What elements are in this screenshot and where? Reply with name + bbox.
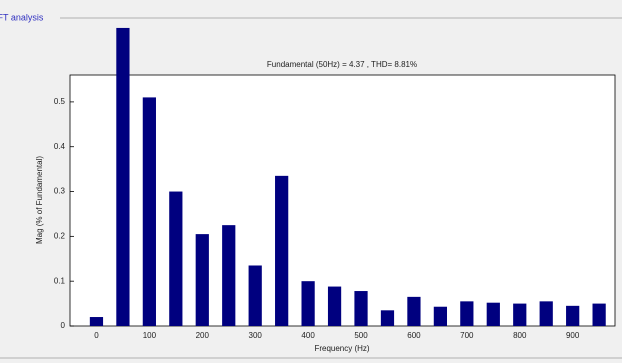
panel-title: FFT analysis — [0, 12, 44, 22]
bar — [142, 97, 156, 327]
bar — [566, 305, 580, 326]
x-tick-label: 700 — [460, 331, 474, 340]
x-tick-label: 500 — [354, 331, 368, 340]
bar — [301, 281, 315, 326]
x-tick-label: 400 — [301, 331, 315, 340]
y-axis-label: Mag (% of Fundamental) — [35, 156, 44, 244]
bar — [433, 306, 448, 326]
x-tick-label: 100 — [143, 331, 157, 340]
bar — [89, 317, 104, 326]
bar — [354, 291, 368, 326]
x-tick-label: 300 — [249, 331, 263, 340]
bar — [248, 265, 262, 326]
y-tick-label: 0.3 — [54, 187, 66, 196]
bar — [513, 303, 527, 326]
x-tick-label: 200 — [196, 331, 210, 340]
bar — [407, 296, 421, 326]
bar — [539, 301, 553, 326]
bar — [460, 301, 474, 326]
y-tick-label: 0.5 — [54, 97, 66, 106]
bar — [116, 27, 130, 326]
bar — [327, 286, 342, 326]
axes — [69, 74, 616, 327]
bar — [195, 234, 209, 326]
bar — [592, 303, 606, 326]
x-tick-label: 900 — [566, 331, 580, 340]
x-tick-label: 600 — [407, 331, 421, 340]
bar — [275, 175, 289, 326]
bar — [222, 225, 236, 326]
bar — [486, 302, 500, 326]
x-axis-label: Frequency (Hz) — [314, 344, 369, 353]
bar — [380, 310, 395, 326]
x-tick-label: 800 — [513, 331, 527, 340]
y-tick-label: 0.2 — [54, 231, 66, 240]
x-tick-label: 0 — [94, 331, 99, 340]
y-tick-label: 0 — [61, 321, 66, 330]
y-tick-label: 0.4 — [54, 142, 66, 151]
chart-title: Fundamental (50Hz) = 4.37 , THD= 8.81% — [267, 60, 417, 69]
bar — [169, 191, 183, 326]
y-tick-label: 0.1 — [54, 276, 66, 285]
